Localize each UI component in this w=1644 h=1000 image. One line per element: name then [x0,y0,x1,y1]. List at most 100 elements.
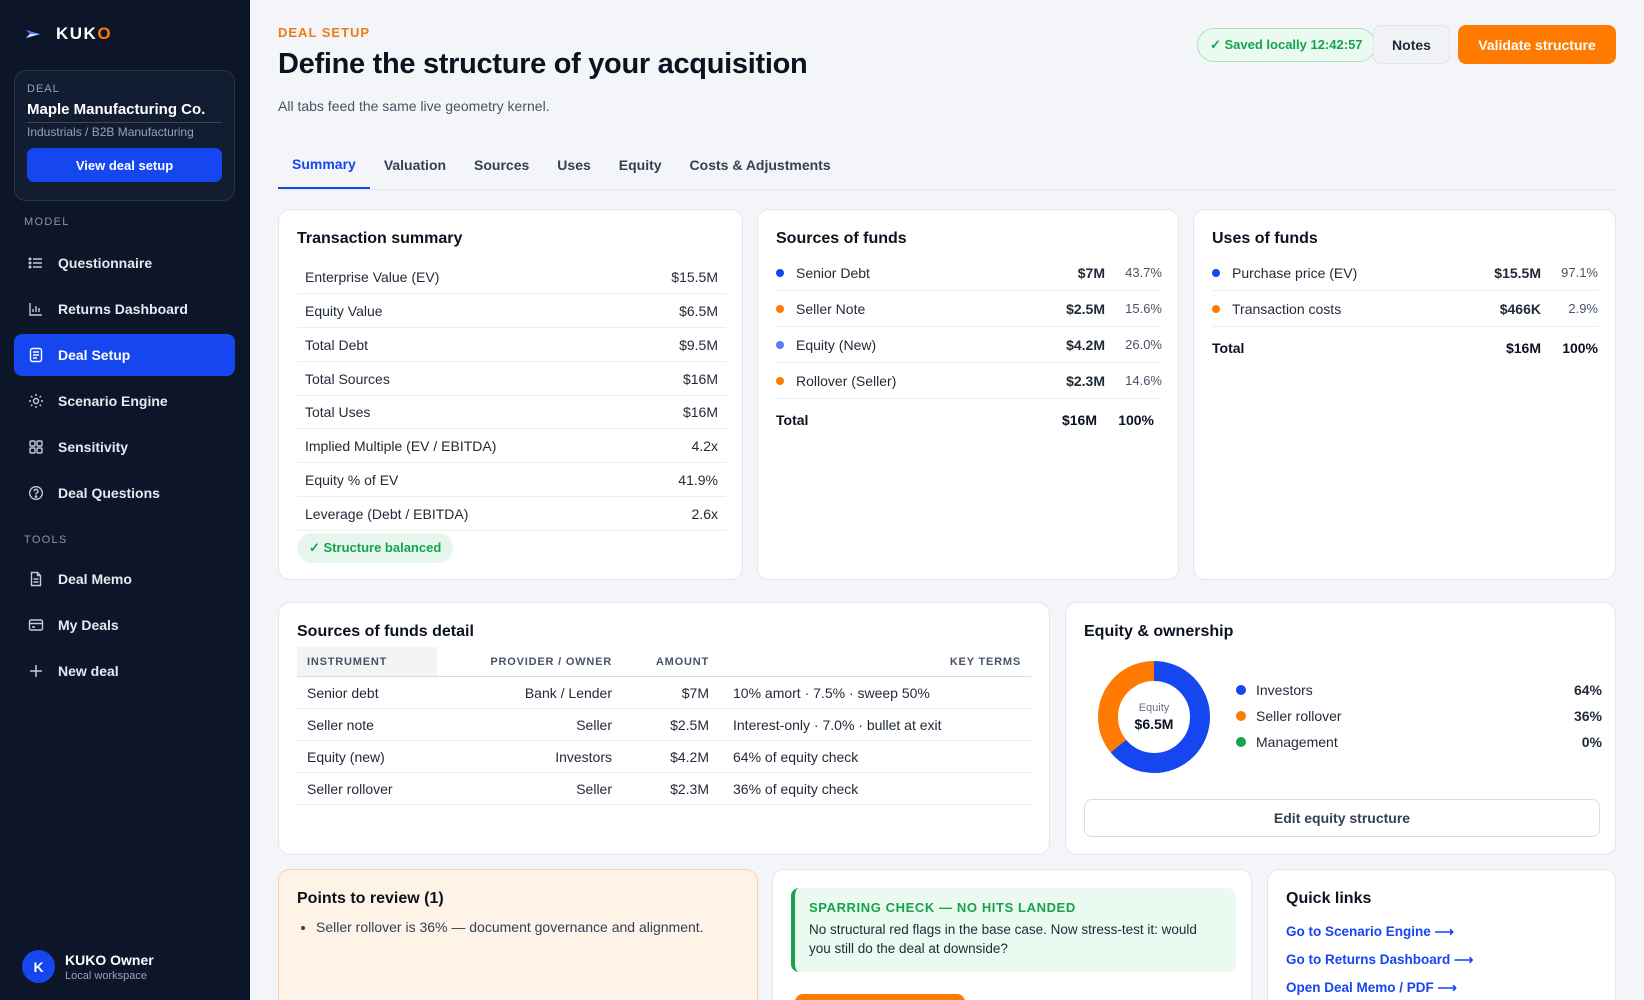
legend-dot [1236,737,1246,747]
total-amount: $16M [1061,412,1097,428]
grid-icon [29,440,43,454]
sidebar-item-my-deals[interactable]: My Deals [14,604,235,646]
tab-valuation[interactable]: Valuation [383,156,447,173]
source-label: Seller Note [796,300,866,317]
source-label: Senior Debt [796,264,870,281]
tab-bar: Summary Valuation Sources Uses Equity Co… [278,140,1616,190]
link-returns-dashboard[interactable]: Go to Returns Dashboard ⟶ [1286,952,1474,967]
card-title: Uses of funds [1212,230,1318,247]
cell-terms: 36% of equity check [733,780,859,797]
total-label: Total [1212,340,1245,356]
notes-button[interactable]: Notes [1373,25,1450,64]
donut-center: Equity $6.5M [1094,657,1214,777]
cell-instrument: Seller note [307,716,374,733]
use-amount: $466K [1499,300,1541,317]
tab-sources[interactable]: Sources [474,156,530,173]
summary-row: Total Debt $9.5M [297,328,726,362]
ownership-row: Investors 64% [1236,677,1602,703]
deal-label: DEAL [27,83,60,95]
sidebar-item-deal-setup[interactable]: Deal Setup [14,334,235,376]
cell-provider: Bank / Lender [524,684,612,701]
brand[interactable]: KUKO [26,24,112,44]
sidebar-item-label: Deal Questions [58,485,160,501]
tab-summary[interactable]: Summary [278,140,370,189]
summary-row: Total Uses $16M [297,395,726,429]
card-title: Sources of funds [776,230,907,247]
card-title: Equity & ownership [1084,623,1234,640]
sidebar-item-deal-memo[interactable]: Deal Memo [14,558,235,600]
sources-detail-card: Sources of funds detail INSTRUMENT PROVI… [278,602,1050,855]
use-amount: $15.5M [1494,264,1541,281]
points-to-review-card: Points to review (1) Seller rollover is … [278,869,758,1000]
sidebar-item-label: Scenario Engine [58,393,168,409]
edit-equity-structure-button[interactable]: Edit equity structure [1084,799,1600,837]
card-icon [28,619,44,631]
sidebar-item-questionnaire[interactable]: Questionnaire [14,242,235,284]
ownership-label: Investors [1256,682,1313,698]
tools-section-label: TOOLS [24,534,68,546]
tab-uses[interactable]: Uses [557,156,591,173]
sidebar-item-deal-questions[interactable]: Deal Questions [14,472,235,514]
legend-dot [776,304,784,313]
file-icon [30,571,42,587]
deal-name: Maple Manufacturing Co. [27,101,222,123]
sparring-check-card: SPARRING CHECK — NO HITS LANDED No struc… [772,869,1252,1000]
stress-test-button[interactable] [795,994,965,1000]
donut-slice-seller-rollover [1098,661,1210,773]
use-label: Purchase price (EV) [1232,264,1358,281]
cell-terms: 10% amort · 7.5% · sweep 50% [733,684,930,701]
summary-label: Total Sources [305,370,390,387]
sidebar-item-sensitivity[interactable]: Sensitivity [14,426,235,468]
source-row: Seller Note $2.5M 15.6% [776,291,1162,327]
use-row: Purchase price (EV) $15.5M 97.1% [1212,255,1598,291]
cell-instrument: Senior debt [307,684,379,701]
view-deal-setup-button[interactable]: View deal setup [27,148,222,182]
legend-dot [1212,304,1220,313]
source-percent: 15.6% [1125,301,1162,316]
card-title: Points to review (1) [297,890,444,907]
donut-center-value: $6.5M [1134,716,1174,732]
sidebar-item-returns-dashboard[interactable]: Returns Dashboard [14,288,235,330]
saved-status-badge: ✓ Saved locally 12:42:57 [1197,28,1376,62]
total-percent: 100% [1118,412,1154,428]
ownership-row: Management 0% [1236,729,1602,755]
sidebar-item-scenario-engine[interactable]: Scenario Engine [14,380,235,422]
summary-row: Enterprise Value (EV) $15.5M [297,260,726,294]
summary-label: Equity % of EV [305,471,399,488]
link-scenario-engine[interactable]: Go to Scenario Engine ⟶ [1286,924,1454,939]
sidebar-item-label: New deal [58,663,119,679]
sun-icon [29,394,43,408]
bar-chart-icon [29,303,42,316]
legend-dot [776,268,784,277]
equity-donut-chart [1098,661,1210,773]
sidebar-item-new-deal[interactable]: New deal [14,650,235,692]
validate-structure-button[interactable]: Validate structure [1458,25,1616,64]
user-profile[interactable]: K KUKO Owner Local workspace [22,950,154,983]
cell-amount: $2.5M [670,716,709,733]
deal-card: DEAL Maple Manufacturing Co. Industrials… [14,70,235,201]
page-subtitle: All tabs feed the same live geometry ker… [278,98,550,114]
legend-dot [1236,711,1246,721]
sparring-title: SPARRING CHECK — NO HITS LANDED [809,900,1076,915]
quick-links-card: Quick links Go to Scenario Engine ⟶ Go t… [1267,869,1616,1000]
brand-name: KUKO [56,24,113,43]
card-title: Sources of funds detail [297,623,474,640]
summary-label: Equity Value [305,302,383,319]
summary-row: Equity Value $6.5M [297,294,726,328]
table-row: Senior debt Bank / Lender $7M 10% amort … [297,677,1031,709]
model-section-label: MODEL [24,216,70,228]
cell-amount: $7M [681,684,709,701]
link-deal-memo-pdf[interactable]: Open Deal Memo / PDF ⟶ [1286,980,1457,995]
source-amount: $2.3M [1066,372,1105,389]
structure-balanced-badge: ✓ Structure balanced [297,533,454,563]
tab-equity[interactable]: Equity [618,156,662,173]
summary-value: $9.5M [679,336,718,353]
legend-dot [776,376,784,385]
cell-provider: Investors [555,748,612,765]
source-row: Equity (New) $4.2M 26.0% [776,327,1162,363]
tab-costs-adjustments[interactable]: Costs & Adjustments [689,156,831,173]
card-title: Quick links [1286,890,1372,907]
help-circle-icon [28,485,44,501]
use-percent: 97.1% [1561,265,1598,280]
cell-provider: Seller [576,716,612,733]
